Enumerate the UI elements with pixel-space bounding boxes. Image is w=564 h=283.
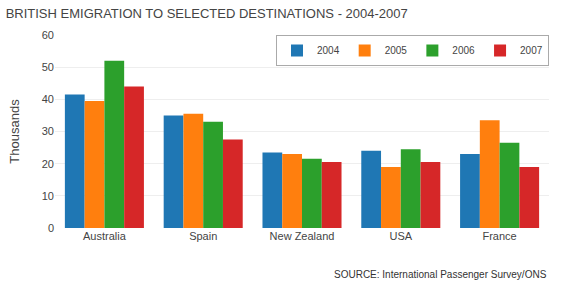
svg-text:New Zealand: New Zealand bbox=[270, 230, 335, 242]
svg-text:France: France bbox=[482, 230, 516, 242]
svg-text:2007: 2007 bbox=[520, 45, 543, 56]
svg-text:SOURCE: International Passenge: SOURCE: International Passenger Survey/O… bbox=[334, 269, 547, 280]
svg-text:USA: USA bbox=[389, 230, 412, 242]
svg-text:Spain: Spain bbox=[189, 230, 217, 242]
svg-text:2004: 2004 bbox=[317, 45, 340, 56]
svg-text:BRITISH EMIGRATION TO SELECTED: BRITISH EMIGRATION TO SELECTED DESTINATI… bbox=[6, 6, 408, 21]
svg-text:50: 50 bbox=[42, 61, 54, 73]
svg-text:40: 40 bbox=[42, 93, 54, 105]
svg-text:Australia: Australia bbox=[83, 230, 127, 242]
svg-text:60: 60 bbox=[42, 29, 54, 41]
svg-text:0: 0 bbox=[48, 222, 54, 234]
svg-text:2005: 2005 bbox=[385, 45, 408, 56]
svg-text:30: 30 bbox=[42, 125, 54, 137]
svg-text:Thousands: Thousands bbox=[7, 99, 22, 164]
svg-text:10: 10 bbox=[42, 190, 54, 202]
svg-text:2006: 2006 bbox=[452, 45, 475, 56]
svg-text:20: 20 bbox=[42, 158, 54, 170]
